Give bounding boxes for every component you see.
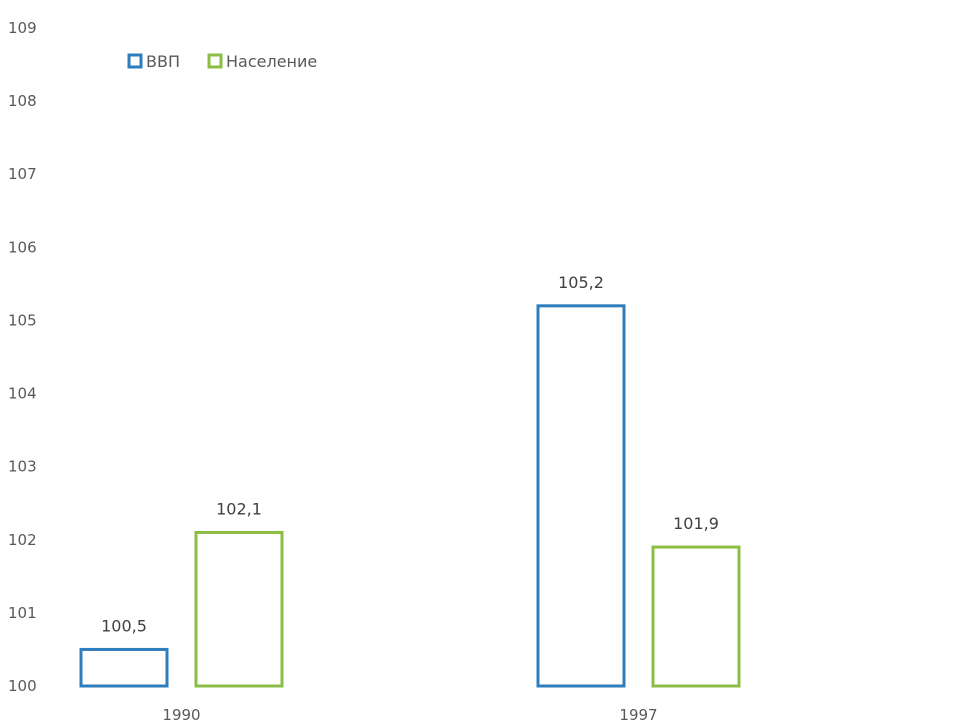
legend-label-gdp: ВВП bbox=[146, 52, 180, 71]
x-tick-label: 1990 bbox=[162, 706, 200, 724]
value-label-population-1990: 102,1 bbox=[216, 499, 262, 518]
y-tick-label: 101 bbox=[8, 604, 37, 622]
value-label-gdp-1997: 105,2 bbox=[558, 273, 604, 292]
x-axis-ticks: 1990199720092012 bbox=[162, 706, 956, 724]
y-axis-ticks: 100 101 102 103 104 105 106 107 108 109 bbox=[8, 19, 37, 695]
legend-swatch-population bbox=[209, 55, 221, 67]
bar-gdp-1990 bbox=[81, 649, 167, 686]
legend-label-population: Население bbox=[226, 52, 317, 71]
y-tick-label: 102 bbox=[8, 531, 37, 549]
x-tick-label: 1997 bbox=[619, 706, 657, 724]
bar-population-1997 bbox=[653, 547, 739, 686]
legend: ВВП Население bbox=[129, 52, 317, 71]
y-tick-label: 104 bbox=[8, 385, 37, 403]
value-label-population-1997: 101,9 bbox=[673, 514, 719, 533]
y-tick-label: 107 bbox=[8, 165, 37, 183]
value-label-gdp-1990: 100,5 bbox=[101, 616, 147, 635]
y-tick-label: 108 bbox=[8, 92, 37, 110]
y-tick-label: 100 bbox=[8, 677, 37, 695]
bar-gdp-1997 bbox=[538, 306, 624, 686]
bar-population-1990 bbox=[196, 532, 282, 686]
bars bbox=[81, 65, 956, 686]
y-tick-label: 103 bbox=[8, 458, 37, 476]
legend-swatch-gdp bbox=[129, 55, 141, 67]
y-tick-label: 105 bbox=[8, 311, 37, 329]
y-tick-label: 106 bbox=[8, 238, 37, 256]
y-tick-label: 109 bbox=[8, 19, 37, 37]
